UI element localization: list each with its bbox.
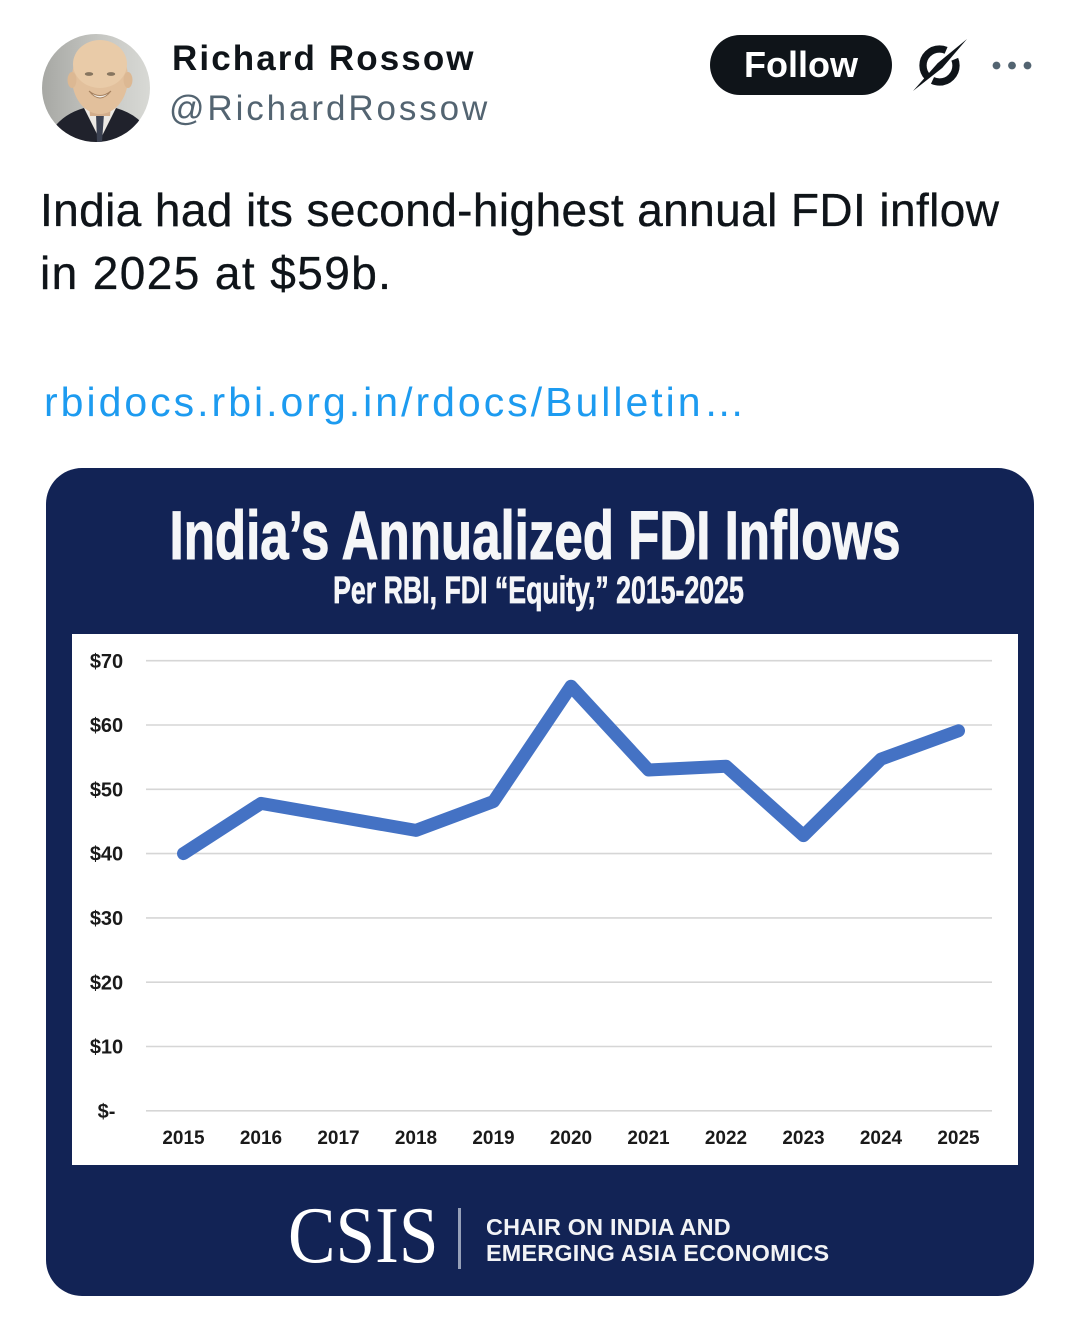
svg-text:$-: $- [98,1101,116,1123]
svg-text:$50: $50 [90,779,123,801]
svg-text:2025: 2025 [937,1128,980,1149]
svg-text:$70: $70 [90,651,123,673]
svg-text:2020: 2020 [550,1128,592,1149]
svg-text:2016: 2016 [240,1128,282,1149]
svg-text:2023: 2023 [782,1128,824,1149]
svg-text:2019: 2019 [472,1128,514,1149]
svg-text:$20: $20 [90,972,123,994]
svg-text:$40: $40 [90,844,123,866]
svg-text:$60: $60 [90,715,123,737]
svg-text:2017: 2017 [317,1128,359,1149]
svg-text:2024: 2024 [860,1128,903,1149]
svg-text:$10: $10 [90,1037,123,1059]
svg-text:2018: 2018 [395,1128,437,1149]
svg-text:2015: 2015 [162,1128,205,1149]
svg-text:2022: 2022 [705,1128,747,1149]
svg-text:$30: $30 [90,908,123,930]
svg-text:2021: 2021 [627,1128,670,1149]
